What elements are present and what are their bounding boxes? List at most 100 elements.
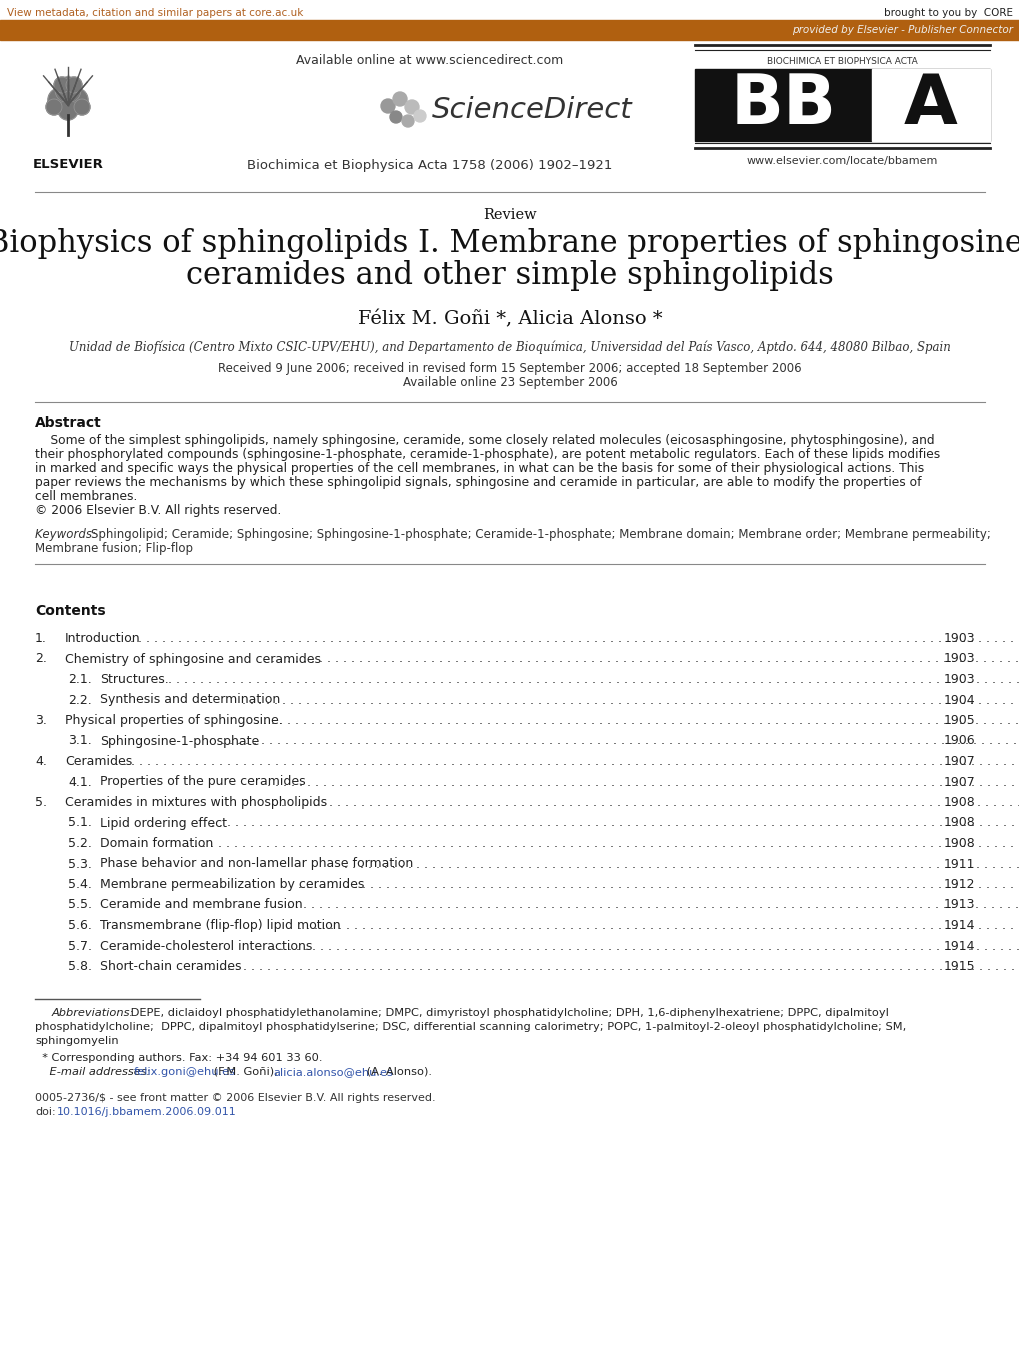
Text: View metadata, citation and similar papers at core.ac.uk: View metadata, citation and similar pape…	[7, 8, 303, 18]
Text: . . . . . . . . . . . . . . . . . . . . . . . . . . . . . . . . . . . . . . . . : . . . . . . . . . . . . . . . . . . . . …	[263, 652, 1019, 666]
Text: Structures.: Structures.	[100, 673, 168, 686]
Text: Review: Review	[483, 208, 536, 222]
Text: Available online at www.sciencedirect.com: Available online at www.sciencedirect.co…	[297, 53, 564, 67]
Circle shape	[64, 88, 88, 111]
Text: Unidad de Biofísica (Centro Mixto CSIC-UPV/EHU), and Departamento de Bioquímica,: Unidad de Biofísica (Centro Mixto CSIC-U…	[69, 340, 950, 353]
Text: * Corresponding authors. Fax: +34 94 601 33 60.: * Corresponding authors. Fax: +34 94 601…	[35, 1053, 322, 1063]
Text: 1905: 1905	[943, 713, 974, 727]
Text: 1903: 1903	[943, 652, 974, 666]
Text: their phosphorylated compounds (sphingosine-1-phosphate, ceramide-1-phosphate), : their phosphorylated compounds (sphingos…	[35, 448, 940, 461]
Text: . . . . . . . . . . . . . . . . . . . . . . . . . . . . . . . . . . . . . . . . : . . . . . . . . . . . . . . . . . . . . …	[298, 919, 1019, 932]
Text: 4.1.: 4.1.	[68, 776, 92, 788]
Text: in marked and specific ways the physical properties of the cell membranes, in wh: in marked and specific ways the physical…	[35, 462, 923, 476]
Circle shape	[46, 99, 62, 116]
Text: . . . . . . . . . . . . . . . . . . . . . . . . . . . . . . . . . . . . . . . . : . . . . . . . . . . . . . . . . . . . . …	[130, 632, 1019, 646]
Text: doi:: doi:	[35, 1108, 56, 1117]
Text: . . . . . . . . . . . . . . . . . . . . . . . . . . . . . . . . . . . . . . . . : . . . . . . . . . . . . . . . . . . . . …	[115, 756, 1019, 768]
Text: 1912: 1912	[943, 878, 974, 892]
Text: Physical properties of sphingosine.: Physical properties of sphingosine.	[65, 713, 282, 727]
Text: . . . . . . . . . . . . . . . . . . . . . . . . . . . . . . . . . . . . . . . . : . . . . . . . . . . . . . . . . . . . . …	[298, 878, 1019, 892]
Text: Domain formation: Domain formation	[100, 837, 213, 849]
Text: 1907: 1907	[943, 776, 974, 788]
Text: 2.2.: 2.2.	[68, 693, 92, 707]
Text: (A. Alonso).: (A. Alonso).	[363, 1067, 432, 1076]
Text: provided by Elsevier - Publisher Connector: provided by Elsevier - Publisher Connect…	[791, 24, 1012, 35]
Text: 5.1.: 5.1.	[68, 817, 92, 829]
Text: Available online 23 September 2006: Available online 23 September 2006	[403, 376, 616, 389]
Text: Chemistry of sphingosine and ceramides: Chemistry of sphingosine and ceramides	[65, 652, 321, 666]
Circle shape	[401, 116, 414, 126]
Circle shape	[66, 77, 82, 92]
Text: . . . . . . . . . . . . . . . . . . . . . . . . . . . . . . . . . . . . . . . . : . . . . . . . . . . . . . . . . . . . . …	[211, 817, 1019, 829]
Text: Ceramides in mixtures with phospholipids: Ceramides in mixtures with phospholipids	[65, 796, 327, 809]
Text: Sphingosine-1-phosphate: Sphingosine-1-phosphate	[100, 734, 259, 747]
Text: Abstract: Abstract	[35, 416, 102, 429]
Text: 1903: 1903	[943, 673, 974, 686]
Text: Keywords:: Keywords:	[35, 529, 100, 541]
Text: paper reviews the mechanisms by which these sphingolipid signals, sphingosine an: paper reviews the mechanisms by which th…	[35, 476, 920, 489]
Text: . . . . . . . . . . . . . . . . . . . . . . . . . . . . . . . . . . . . . . . . : . . . . . . . . . . . . . . . . . . . . …	[273, 796, 1019, 809]
Bar	[694, 69, 989, 141]
Text: cell membranes.: cell membranes.	[35, 491, 138, 503]
Text: . . . . . . . . . . . . . . . . . . . . . . . . . . . . . . . . . . . . . . . . : . . . . . . . . . . . . . . . . . . . . …	[248, 713, 1019, 727]
Text: Some of the simplest sphingolipids, namely sphingosine, ceramide, some closely r: Some of the simplest sphingolipids, name…	[35, 434, 933, 447]
Text: Phase behavior and non-lamellar phase formation: Phase behavior and non-lamellar phase fo…	[100, 858, 413, 871]
Text: ceramides and other simple sphingolipids: ceramides and other simple sphingolipids	[185, 260, 834, 291]
Text: alicia.alonso@ehu.es: alicia.alonso@ehu.es	[273, 1067, 393, 1076]
Text: Received 9 June 2006; received in revised form 15 September 2006; accepted 18 Se: Received 9 June 2006; received in revise…	[218, 361, 801, 375]
Text: . . . . . . . . . . . . . . . . . . . . . . . . . . . . . . . . . . . . . . . . : . . . . . . . . . . . . . . . . . . . . …	[343, 858, 1019, 871]
Text: E-mail addresses:: E-mail addresses:	[35, 1067, 154, 1076]
Circle shape	[74, 99, 90, 116]
Text: 0005-2736/$ - see front matter © 2006 Elsevier B.V. All rights reserved.: 0005-2736/$ - see front matter © 2006 El…	[35, 1093, 435, 1104]
Text: . . . . . . . . . . . . . . . . . . . . . . . . . . . . . . . . . . . . . . . . : . . . . . . . . . . . . . . . . . . . . …	[160, 673, 1019, 686]
Bar	[0, 0, 1019, 20]
Text: 1904: 1904	[943, 693, 974, 707]
Text: . . . . . . . . . . . . . . . . . . . . . . . . . . . . . . . . . . . . . . . . : . . . . . . . . . . . . . . . . . . . . …	[272, 939, 1019, 953]
Text: Transmembrane (flip-flop) lipid motion: Transmembrane (flip-flop) lipid motion	[100, 919, 340, 932]
Text: Synthesis and determination: Synthesis and determination	[100, 693, 280, 707]
Text: Ceramides: Ceramides	[65, 756, 132, 768]
Text: ELSEVIER: ELSEVIER	[33, 159, 103, 171]
Bar	[871, 69, 989, 141]
Text: 4.: 4.	[35, 756, 47, 768]
Text: 5.7.: 5.7.	[68, 939, 92, 953]
Text: Contents: Contents	[35, 603, 106, 618]
Text: DEPE, diclaidoyl phosphatidylethanolamine; DMPC, dimyristoyl phosphatidylcholine: DEPE, diclaidoyl phosphatidylethanolamin…	[127, 1008, 888, 1018]
Text: 1908: 1908	[943, 796, 974, 809]
Circle shape	[48, 88, 72, 111]
Text: brought to you by  CORE: brought to you by CORE	[883, 8, 1012, 18]
Text: 5.2.: 5.2.	[68, 837, 92, 849]
Text: 1914: 1914	[943, 939, 974, 953]
Circle shape	[392, 92, 407, 106]
Text: Properties of the pure ceramides: Properties of the pure ceramides	[100, 776, 306, 788]
Text: 5.8.: 5.8.	[68, 959, 92, 973]
Text: . . . . . . . . . . . . . . . . . . . . . . . . . . . . . . . . . . . . . . . . : . . . . . . . . . . . . . . . . . . . . …	[185, 837, 1019, 849]
Text: Abbreviations:: Abbreviations:	[52, 1008, 135, 1018]
Text: Ceramide-cholesterol interactions: Ceramide-cholesterol interactions	[100, 939, 312, 953]
Text: 5.6.: 5.6.	[68, 919, 92, 932]
Text: 5.: 5.	[35, 796, 47, 809]
Text: Short-chain ceramides: Short-chain ceramides	[100, 959, 242, 973]
Text: 1906: 1906	[943, 734, 974, 747]
Text: Biophysics of sphingolipids I. Membrane properties of sphingosine,: Biophysics of sphingolipids I. Membrane …	[0, 228, 1019, 260]
Circle shape	[58, 101, 77, 120]
Circle shape	[414, 110, 426, 122]
Text: 1911: 1911	[943, 858, 974, 871]
Text: 3.1.: 3.1.	[68, 734, 92, 747]
Text: . . . . . . . . . . . . . . . . . . . . . . . . . . . . . . . . . . . . . . . . : . . . . . . . . . . . . . . . . . . . . …	[221, 734, 1019, 747]
Text: 3.: 3.	[35, 713, 47, 727]
Text: 5.3.: 5.3.	[68, 858, 92, 871]
Text: 10.1016/j.bbamem.2006.09.011: 10.1016/j.bbamem.2006.09.011	[57, 1108, 236, 1117]
Circle shape	[389, 111, 401, 124]
Text: BIOCHIMICA ET BIOPHYSICA ACTA: BIOCHIMICA ET BIOPHYSICA ACTA	[766, 57, 916, 67]
Text: 1.: 1.	[35, 632, 47, 646]
Text: Lipid ordering effect: Lipid ordering effect	[100, 817, 227, 829]
Text: . . . . . . . . . . . . . . . . . . . . . . . . . . . . . . . . . . . . . . . . : . . . . . . . . . . . . . . . . . . . . …	[242, 693, 1019, 707]
Circle shape	[54, 77, 70, 92]
Text: phosphatidylcholine;  DPPC, dipalmitoyl phosphatidylserine; DSC, differential sc: phosphatidylcholine; DPPC, dipalmitoyl p…	[35, 1022, 905, 1031]
Text: ScienceDirect: ScienceDirect	[432, 96, 632, 124]
Text: Biochimica et Biophysica Acta 1758 (2006) 1902–1921: Biochimica et Biophysica Acta 1758 (2006…	[247, 159, 612, 171]
Text: Introduction: Introduction	[65, 632, 141, 646]
Circle shape	[405, 101, 419, 114]
Text: felix.goni@ehu.es: felix.goni@ehu.es	[133, 1067, 235, 1076]
